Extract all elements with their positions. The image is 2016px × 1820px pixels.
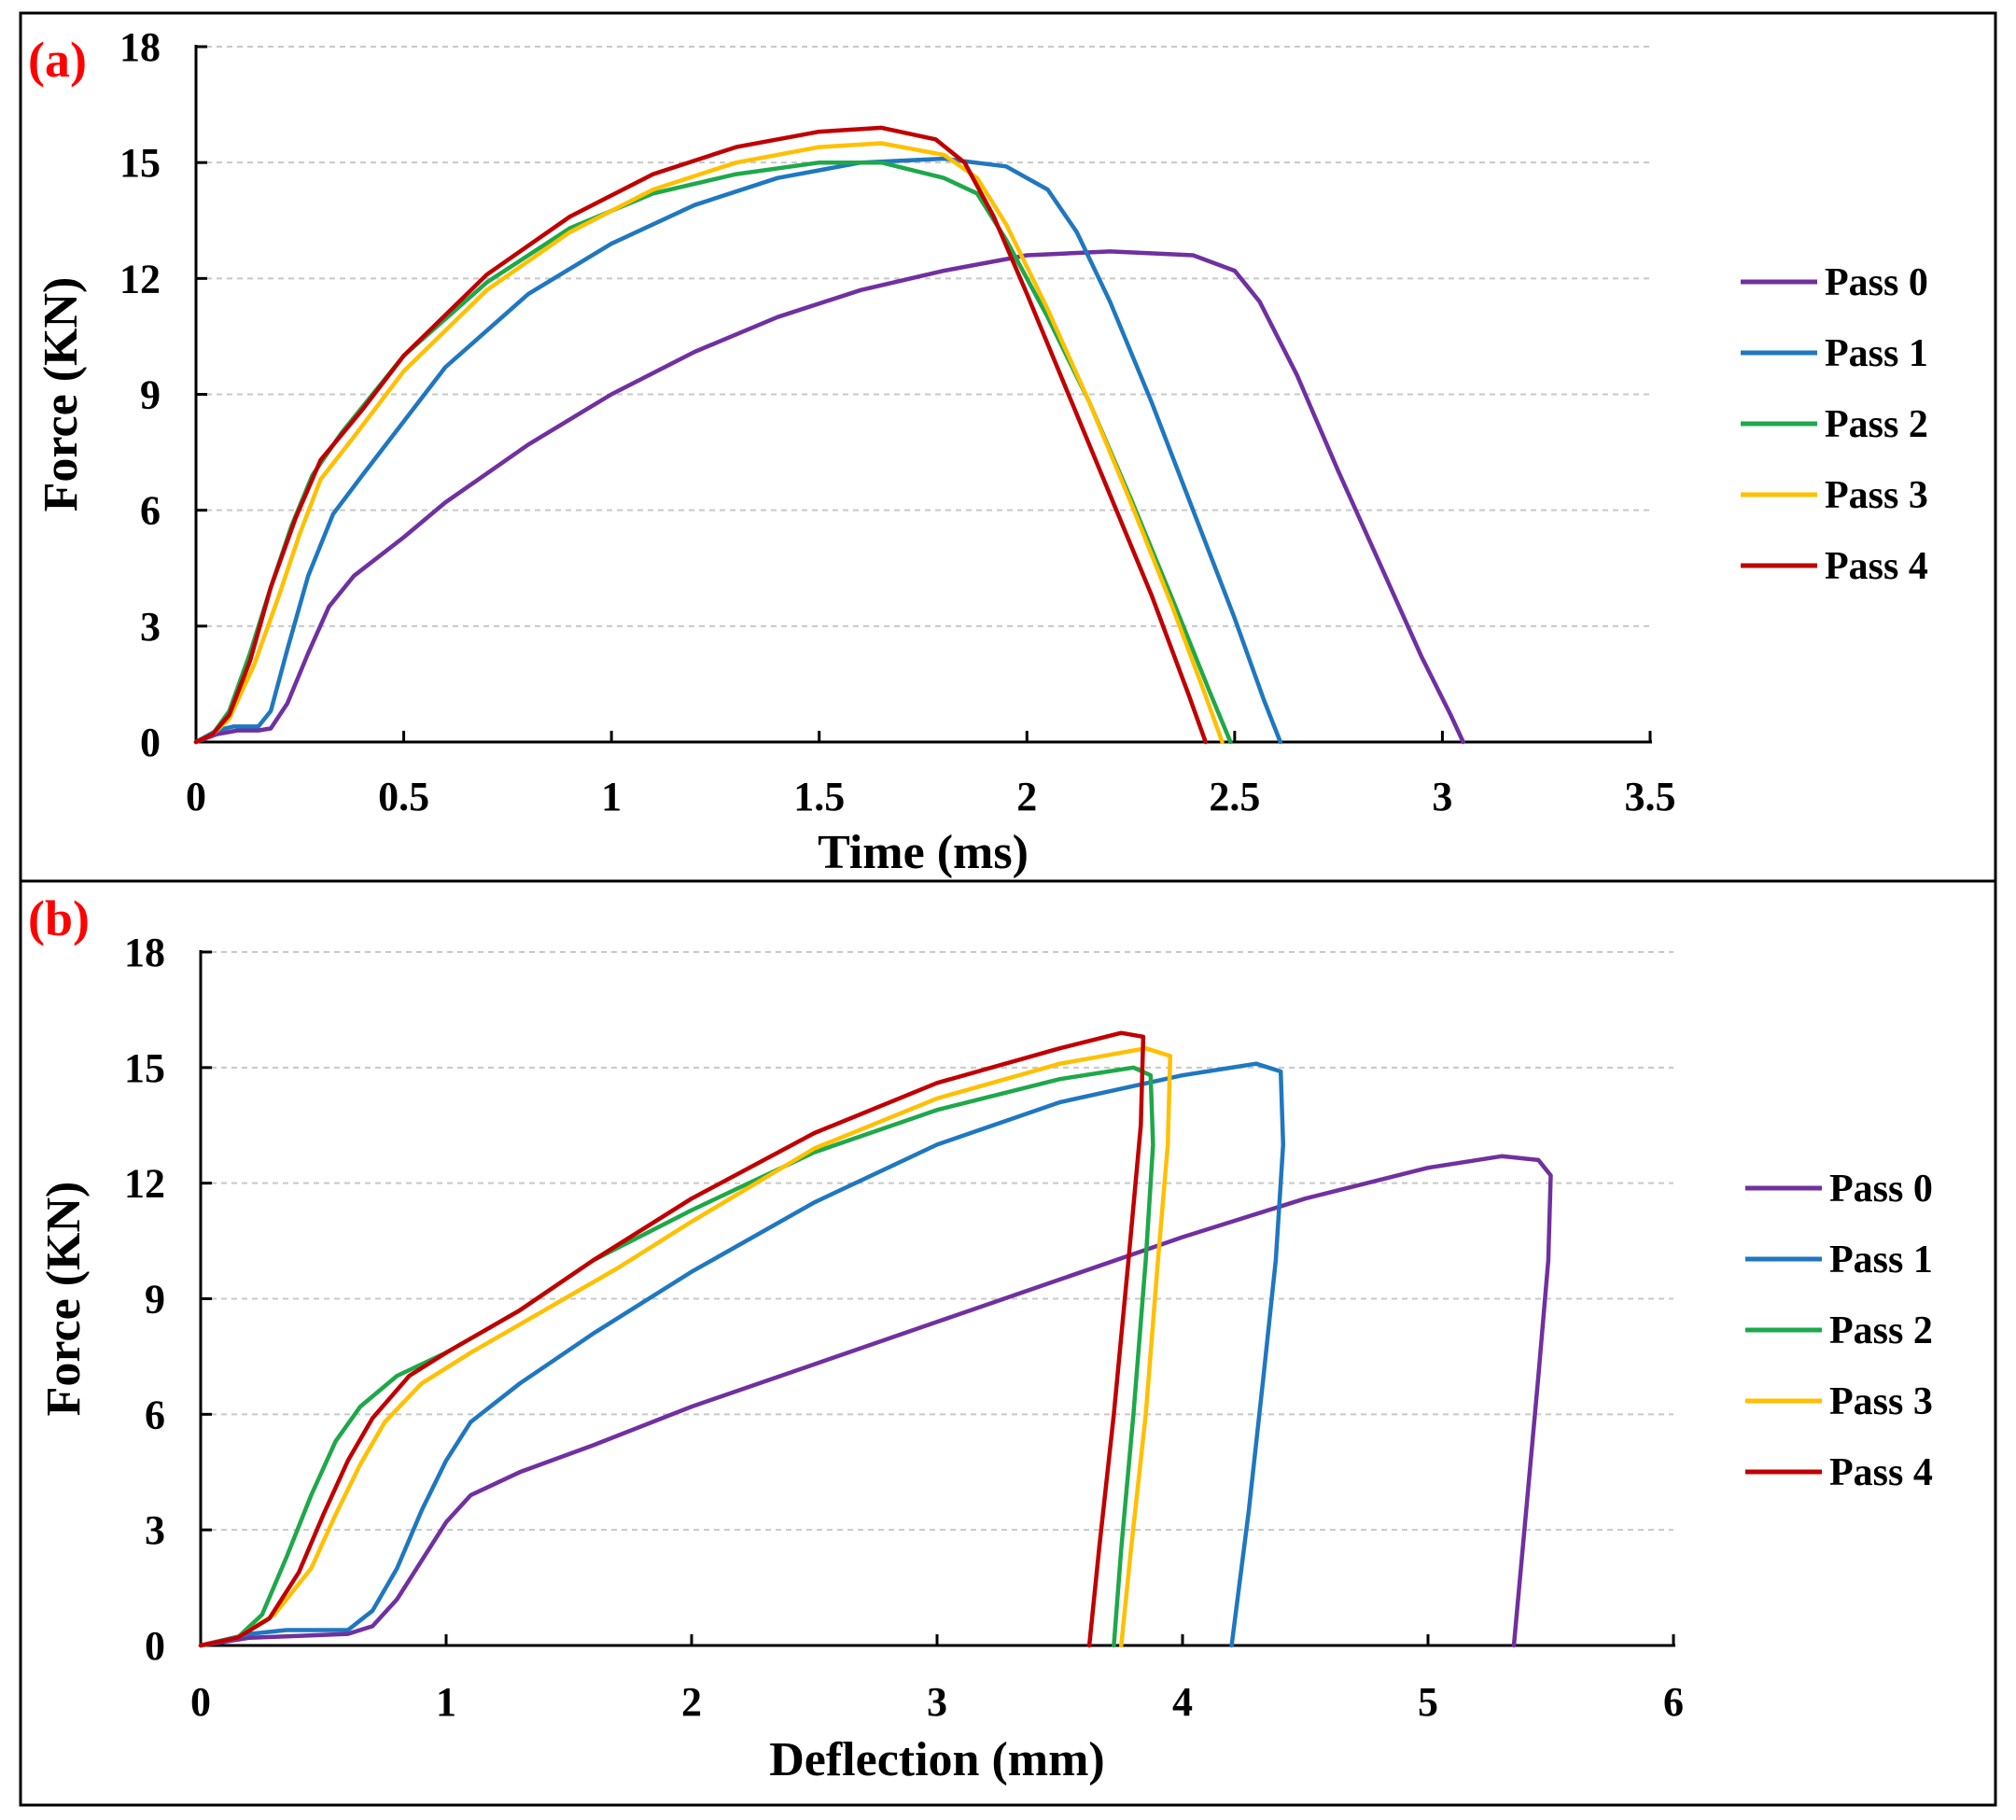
x-tick-label: 3.5 (1625, 774, 1676, 819)
x-tick-label: 2.5 (1209, 774, 1260, 819)
legend-label: Pass 3 (1829, 1380, 1933, 1423)
x-tick-label: 2 (1016, 774, 1037, 819)
legend-label: Pass 0 (1825, 261, 1928, 304)
panel-label: (a) (28, 32, 87, 88)
legend-label: Pass 4 (1829, 1451, 1933, 1494)
x-tick-label: 3 (1432, 774, 1452, 819)
x-tick-label: 1.5 (793, 774, 845, 819)
legend-label: Pass 2 (1825, 403, 1928, 446)
legend-label: Pass 4 (1825, 545, 1928, 588)
series-line-pass-4 (198, 1030, 1146, 1648)
x-tick-label: 1 (601, 774, 622, 819)
series-line-pass-3 (198, 1045, 1173, 1648)
y-tick-label: 12 (124, 1161, 165, 1207)
x-tick-label: 5 (1418, 1679, 1438, 1725)
series-line-pass-3 (193, 141, 1225, 745)
y-tick-label: 9 (140, 372, 161, 418)
panel-label: (b) (28, 890, 90, 946)
legend-label: Pass 3 (1825, 474, 1928, 517)
panel-a: 0 3 6 9 12 15 18 0 0.5 1 1.5 2 2.5 3 3.5 Time (ms) Force… (28, 24, 1928, 879)
y-tick-label: 15 (119, 140, 161, 186)
x-tick-label: 0 (186, 774, 206, 819)
y-tick-label: 6 (145, 1392, 165, 1437)
y-tick-label: 18 (119, 24, 161, 70)
x-tick-label: 6 (1663, 1679, 1684, 1725)
y-tick-label: 3 (140, 604, 161, 650)
series-line-pass-4 (193, 125, 1208, 745)
series-line-pass-2 (198, 1065, 1155, 1648)
x-tick-label: 0 (190, 1679, 211, 1725)
y-tick-label: 18 (124, 930, 165, 975)
y-tick-label: 9 (145, 1277, 165, 1323)
y-tick-label: 0 (145, 1623, 165, 1669)
x-tick-label: 1 (436, 1679, 456, 1725)
legend-label: Pass 1 (1825, 332, 1928, 375)
y-tick-label: 6 (140, 488, 161, 534)
x-axis-title: Time (ms) (818, 826, 1029, 879)
x-tick-label: 3 (927, 1679, 947, 1725)
figure-border (19, 11, 1997, 1807)
series-line-pass-0 (193, 249, 1465, 745)
x-tick-label: 2 (681, 1679, 702, 1725)
x-axis-title: Deflection (mm) (769, 1733, 1105, 1786)
series-line-pass-0 (198, 1154, 1553, 1648)
y-tick-label: 0 (140, 720, 161, 765)
y-axis-title: Force (KN) (35, 277, 88, 512)
x-tick-label: 0.5 (378, 774, 429, 819)
y-axis-title: Force (KN) (37, 1182, 91, 1417)
legend-label: Pass 2 (1829, 1309, 1933, 1352)
series-line-pass-1 (193, 156, 1283, 745)
y-tick-label: 12 (119, 256, 161, 301)
legend-label: Pass 0 (1829, 1168, 1933, 1211)
series-line-pass-1 (198, 1061, 1286, 1648)
legend-label: Pass 1 (1829, 1239, 1933, 1281)
y-tick-label: 3 (145, 1507, 165, 1553)
y-tick-label: 15 (124, 1045, 165, 1091)
x-tick-label: 4 (1172, 1679, 1193, 1725)
